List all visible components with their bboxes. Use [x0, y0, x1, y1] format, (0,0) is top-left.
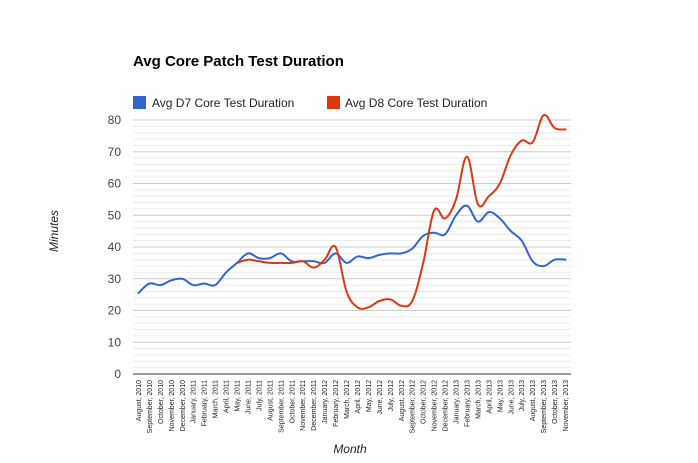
x-tick-label: June, 2013: [508, 380, 515, 415]
x-tick-label: April, 2013: [486, 380, 493, 414]
x-tick-label: November, 2013: [563, 380, 570, 431]
legend-swatch-d8: [327, 96, 340, 109]
x-tick-label: October, 2010: [158, 380, 165, 424]
x-tick-label: July, 2013: [519, 380, 526, 411]
y-tick-label: 70: [108, 145, 122, 159]
x-tick-label: March, 2011: [213, 380, 220, 418]
x-tick-label: November, 2012: [432, 380, 439, 431]
series-lines: [137, 113, 567, 310]
series-line-d8: [236, 113, 567, 310]
x-axis-ticks: August, 2010 September, 2010 October, 2010…: [136, 380, 570, 433]
x-tick-label: February, 2011: [202, 380, 209, 427]
x-tick-label: December, 2011: [311, 380, 318, 431]
x-tick-label: August, 2012: [399, 380, 406, 421]
y-tick-label: 80: [108, 113, 122, 127]
x-tick-label: May, 2013: [497, 380, 504, 412]
x-tick-label: February, 2012: [333, 380, 340, 427]
legend-label-d7: Avg D7 Core Test Duration: [152, 96, 294, 110]
x-tick-label: September, 2011: [278, 380, 285, 433]
x-tick-label: July, 2012: [388, 380, 395, 411]
x-tick-label: November, 2010: [169, 380, 176, 431]
x-tick-label: October, 2011: [289, 380, 296, 424]
x-tick-label: November, 2011: [300, 380, 307, 431]
x-tick-label: January, 2011: [191, 380, 198, 423]
x-axis-title: Month: [333, 442, 367, 456]
x-tick-label: August, 2011: [267, 380, 274, 421]
x-tick-label: September, 2013: [541, 380, 548, 433]
x-tick-label: February, 2013: [465, 380, 472, 427]
y-axis-title: Minutes: [47, 210, 61, 252]
x-tick-label: April, 2011: [224, 380, 231, 413]
x-tick-label: June, 2011: [246, 380, 253, 414]
chart-title: Avg Core Patch Test Duration: [133, 53, 344, 70]
x-tick-label: September, 2012: [410, 380, 417, 433]
x-tick-label: December, 2012: [443, 380, 450, 431]
x-tick-label: March, 2013: [475, 380, 482, 419]
y-tick-label: 50: [108, 208, 122, 222]
x-tick-label: August, 2013: [530, 380, 537, 421]
x-tick-label: December, 2010: [180, 380, 187, 431]
x-tick-label: August, 2010: [136, 380, 143, 421]
x-tick-label: July, 2011: [256, 380, 263, 411]
y-tick-label: 40: [108, 240, 122, 254]
y-tick-label: 10: [108, 335, 122, 349]
x-tick-label: May, 2012: [366, 380, 373, 412]
x-tick-label: April, 2012: [355, 380, 362, 414]
x-tick-label: October, 2013: [552, 380, 559, 424]
legend-label-d8: Avg D8 Core Test Duration: [345, 96, 487, 110]
y-tick-label: 20: [108, 304, 122, 318]
x-tick-label: September, 2010: [147, 380, 154, 433]
x-tick-label: October, 2012: [421, 380, 428, 424]
y-tick-label: 0: [114, 367, 121, 381]
gridlines: [133, 119, 571, 375]
y-tick-label: 60: [108, 177, 122, 191]
x-tick-label: January, 2012: [322, 380, 329, 424]
legend: Avg D7 Core Test Duration Avg D8 Core Te…: [133, 96, 487, 110]
x-tick-label: March, 2012: [344, 380, 351, 419]
x-tick-label: May, 2011: [235, 380, 242, 412]
legend-swatch-d7: [133, 96, 146, 109]
x-tick-label: January, 2013: [454, 380, 461, 424]
x-tick-label: June, 2012: [377, 380, 384, 415]
series-line-d7: [137, 204, 567, 294]
y-axis-ticks: 0 10 20 30 40 50 60 70 80: [108, 113, 122, 381]
y-tick-label: 30: [108, 272, 122, 286]
